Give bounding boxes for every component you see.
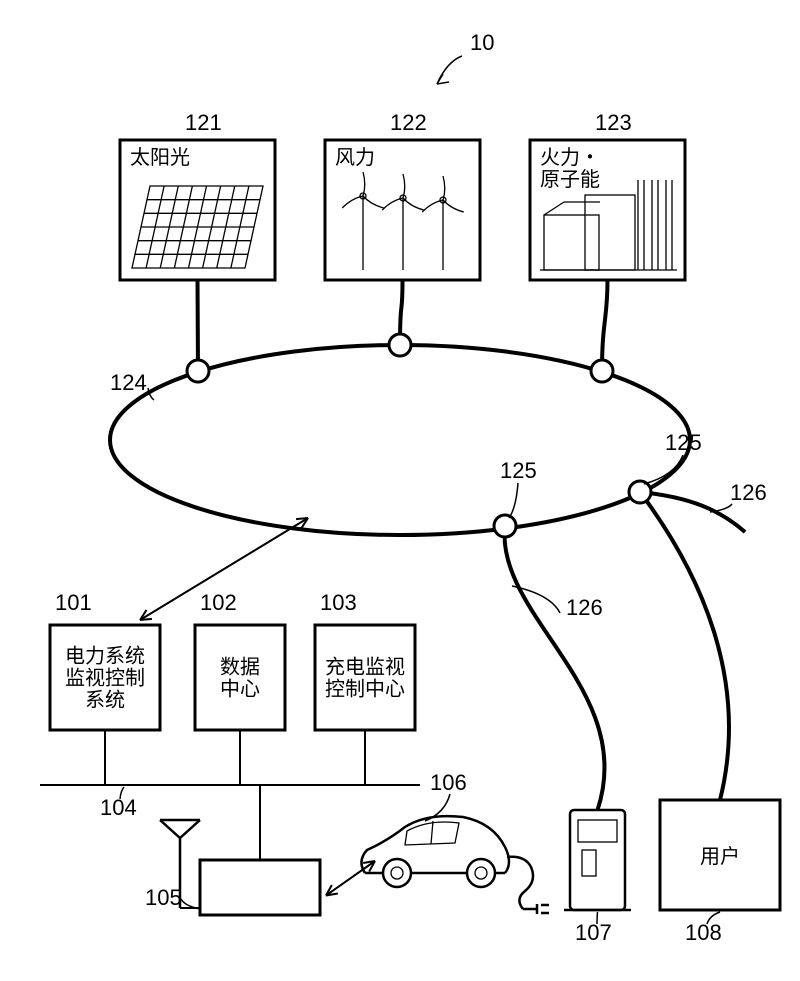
- power-sys-ctrl-label: 系统: [85, 689, 125, 712]
- ref-node-3: 125: [500, 458, 537, 483]
- double-arrow: [326, 861, 375, 896]
- feeder-to-user: [640, 492, 729, 800]
- ref-charger: 107: [575, 920, 612, 945]
- grid-node: [591, 360, 613, 382]
- radio-box: [200, 860, 320, 915]
- grid-node: [389, 334, 411, 356]
- leader-line: [710, 504, 732, 512]
- data-center-label: 数据: [220, 656, 260, 679]
- ref-charge-ctrl: 103: [320, 590, 357, 615]
- user-label: 用户: [700, 845, 740, 868]
- thermal-label: 火力・: [540, 146, 600, 169]
- plug-icon: [523, 904, 549, 914]
- wind-turbines-icon: [342, 172, 464, 270]
- diagram-canvas: 10 121 太阳光 122 风力 123 火力・原子能 124 126 126 125 125 101…: [0, 0, 800, 981]
- grid-node: [629, 481, 651, 503]
- feeder-to-charger: [504, 526, 604, 810]
- ref-spur: 126: [730, 480, 767, 505]
- charge-cable: [507, 857, 533, 909]
- ev-car-icon: [361, 816, 549, 914]
- ref-user: 108: [685, 920, 722, 945]
- power-sys-ctrl-label: 监视控制: [65, 667, 145, 690]
- wind-label: 风力: [335, 146, 375, 169]
- grid-feed-thermal: [602, 280, 608, 371]
- ref-bus: 104: [100, 795, 137, 820]
- solar-label: 太阳光: [130, 146, 190, 169]
- ref-solar: 121: [185, 110, 222, 135]
- ref-node-4: 125: [665, 430, 702, 455]
- solar-panel-icon: [132, 186, 263, 268]
- ref-radio: 105: [145, 885, 182, 910]
- ref-data-center: 102: [200, 590, 237, 615]
- ref-thermal: 123: [595, 110, 632, 135]
- charge-ctrl-label: 控制中心: [325, 678, 405, 701]
- leader-line: [597, 912, 598, 924]
- grid-feed-solar: [198, 280, 199, 371]
- figure-ref: 10: [470, 30, 494, 55]
- leader-line: [509, 483, 518, 518]
- grid-node: [187, 360, 209, 382]
- charger-icon: [564, 810, 631, 910]
- ref-ev: 106: [430, 770, 467, 795]
- thermal-label: 原子能: [540, 168, 600, 191]
- ref-power-sys-ctrl: 101: [55, 590, 92, 615]
- power-sys-ctrl-label: 电力系统: [65, 645, 145, 668]
- data-center-label: 中心: [220, 678, 260, 701]
- power-plant-icon: [540, 180, 677, 270]
- ref-ring: 124: [110, 370, 147, 395]
- grid-node: [494, 515, 516, 537]
- ref-feeder: 126: [566, 595, 603, 620]
- charge-ctrl-label: 充电监视: [325, 656, 405, 679]
- ref-wind: 122: [390, 110, 427, 135]
